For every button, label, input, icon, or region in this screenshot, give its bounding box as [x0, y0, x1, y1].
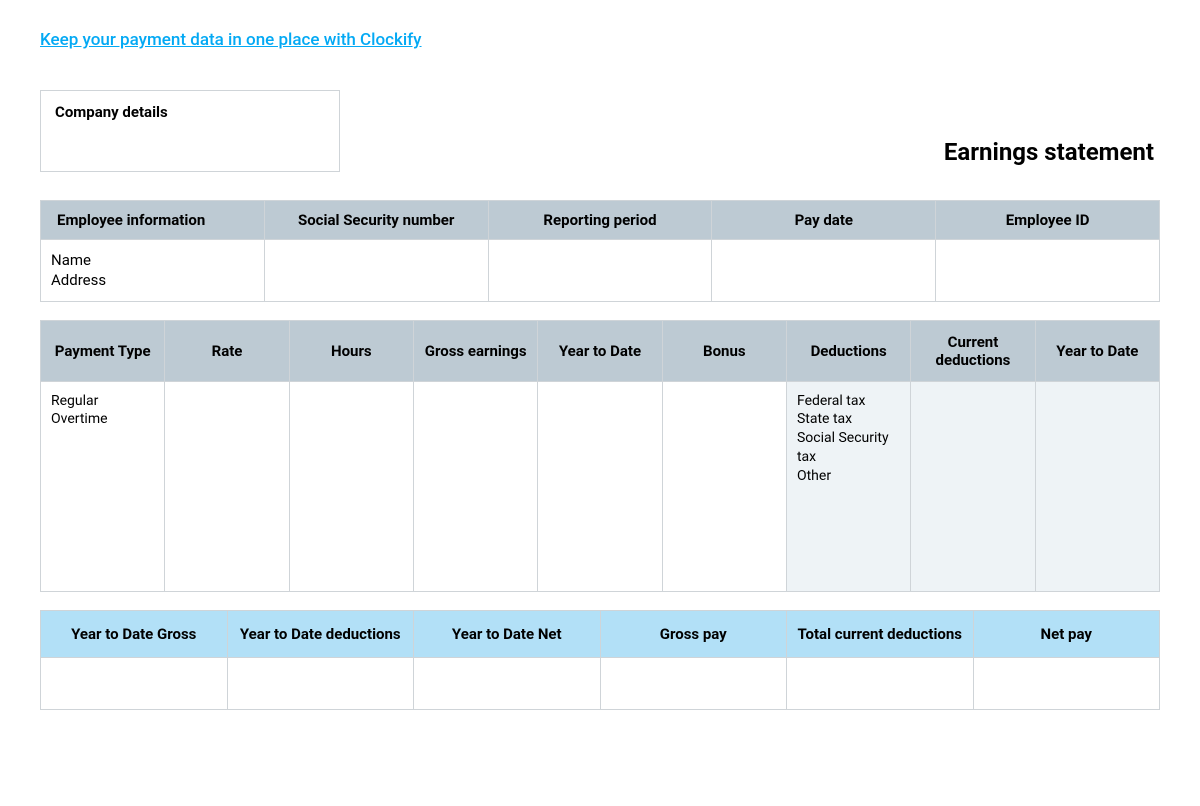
- col-ytd-net: Year to Date Net: [414, 610, 601, 657]
- cell-total-current-deductions: [787, 657, 974, 709]
- col-hours: Hours: [289, 320, 413, 381]
- summary-header-row: Year to Date Gross Year to Date deductio…: [41, 610, 1160, 657]
- employee-name-label: Name: [51, 250, 254, 270]
- cell-ytd: [538, 381, 662, 591]
- col-ssn: Social Security number: [264, 201, 488, 240]
- cell-ytd-net: [414, 657, 601, 709]
- col-deductions: Deductions: [786, 320, 910, 381]
- summary-table: Year to Date Gross Year to Date deductio…: [40, 610, 1160, 710]
- deduction-other: Other: [797, 467, 900, 486]
- cell-net-pay: [973, 657, 1160, 709]
- cell-payment-type: Regular Overtime: [41, 381, 165, 591]
- col-gross-earnings: Gross earnings: [413, 320, 537, 381]
- col-current-deductions: Current deductions: [911, 320, 1035, 381]
- cell-pay-date: [712, 240, 936, 302]
- deduction-state-tax: State tax: [797, 410, 900, 429]
- col-employee-information: Employee information: [41, 201, 265, 240]
- col-rate: Rate: [165, 320, 289, 381]
- payment-header-row: Payment Type Rate Hours Gross earnings Y…: [41, 320, 1160, 381]
- cell-employee-name-address: Name Address: [41, 240, 265, 302]
- cell-reporting-period: [488, 240, 712, 302]
- cell-bonus: [662, 381, 786, 591]
- header-row: Company details Earnings statement: [40, 90, 1160, 172]
- cell-ytd-deductions: [1035, 381, 1159, 591]
- deduction-federal-tax: Federal tax: [797, 392, 900, 411]
- col-year-to-date: Year to Date: [538, 320, 662, 381]
- employee-info-table: Employee information Social Security num…: [40, 200, 1160, 302]
- cell-employee-id: [936, 240, 1160, 302]
- col-year-to-date-deductions: Year to Date: [1035, 320, 1159, 381]
- cell-hours: [289, 381, 413, 591]
- cell-ytd-gross: [41, 657, 228, 709]
- cell-rate: [165, 381, 289, 591]
- company-details-box: Company details: [40, 90, 340, 172]
- cell-gross-pay: [600, 657, 787, 709]
- cell-gross-earnings: [413, 381, 537, 591]
- payment-type-overtime: Overtime: [51, 410, 154, 429]
- employee-info-row: Name Address: [41, 240, 1160, 302]
- page-title: Earnings statement: [944, 138, 1154, 166]
- cell-ssn: [264, 240, 488, 302]
- summary-row: [41, 657, 1160, 709]
- employee-info-header-row: Employee information Social Security num…: [41, 201, 1160, 240]
- employee-address-label: Address: [51, 270, 254, 290]
- col-net-pay: Net pay: [973, 610, 1160, 657]
- col-reporting-period: Reporting period: [488, 201, 712, 240]
- col-pay-date: Pay date: [712, 201, 936, 240]
- cell-deductions: Federal tax State tax Social Security ta…: [786, 381, 910, 591]
- col-bonus: Bonus: [662, 320, 786, 381]
- col-employee-id: Employee ID: [936, 201, 1160, 240]
- payment-row: Regular Overtime Federal tax State tax S…: [41, 381, 1160, 591]
- cell-current-deductions: [911, 381, 1035, 591]
- col-ytd-gross: Year to Date Gross: [41, 610, 228, 657]
- deduction-social-security-tax: Social Security tax: [797, 429, 900, 467]
- cell-ytd-deductions: [227, 657, 414, 709]
- col-payment-type: Payment Type: [41, 320, 165, 381]
- promo-link[interactable]: Keep your payment data in one place with…: [40, 30, 422, 50]
- col-ytd-deductions: Year to Date deductions: [227, 610, 414, 657]
- col-gross-pay: Gross pay: [600, 610, 787, 657]
- col-total-current-deductions: Total current deductions: [787, 610, 974, 657]
- payment-table: Payment Type Rate Hours Gross earnings Y…: [40, 320, 1160, 592]
- payment-type-regular: Regular: [51, 392, 154, 411]
